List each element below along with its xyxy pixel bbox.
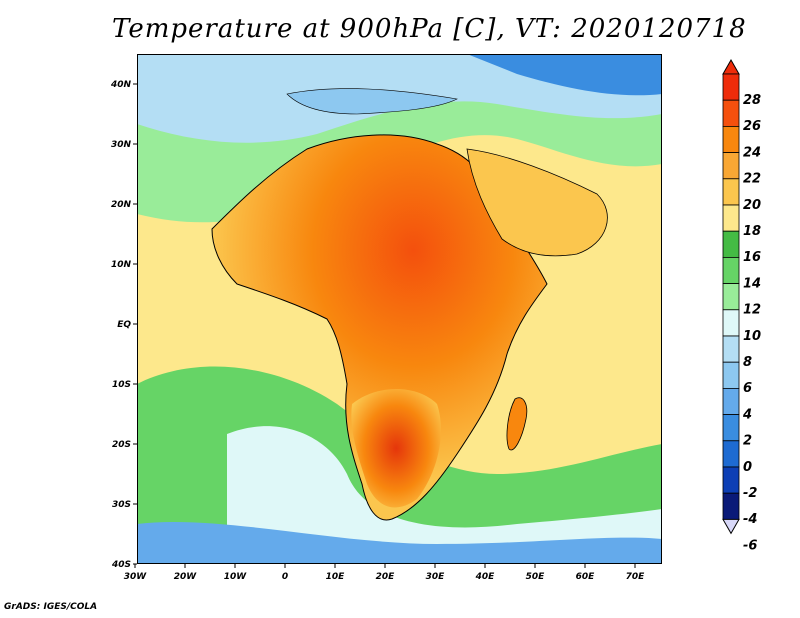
colorbar-swatch <box>722 492 740 520</box>
cold-band-south <box>227 426 662 564</box>
lat-tick-label: 20N <box>111 200 132 210</box>
colorbar-label: 28 <box>743 93 761 108</box>
colorbar-label: 2 <box>743 434 752 449</box>
colorbar-label: 8 <box>743 355 752 370</box>
lat-tick-label: 20S <box>112 440 131 450</box>
lat-tick-label: EQ <box>117 320 131 330</box>
arabian-peninsula <box>466 148 608 257</box>
colorbar-bottom-arrow <box>722 518 740 535</box>
madagascar <box>506 397 528 451</box>
lon-tick-label: 20E <box>376 572 396 582</box>
colorbar-label: -2 <box>743 486 757 501</box>
lat-tick-label: 30N <box>111 140 132 150</box>
lon-tick-label: 10W <box>224 572 248 582</box>
lat-tick-label: 10N <box>111 260 132 270</box>
colorbar-swatch <box>722 466 740 494</box>
footer-credit: GrADS: IGES/COLA <box>4 602 98 612</box>
coldest-band-south <box>137 521 662 564</box>
colorbar-label: 26 <box>743 119 761 134</box>
lon-tick-label: 0 <box>282 572 288 582</box>
lat-tick-label: 40N <box>110 80 132 90</box>
colorbar-label: -6 <box>743 538 757 553</box>
colorbar-swatch <box>722 99 740 127</box>
map-title: Temperature at 900hPa [C], VT: 202012071… <box>112 14 747 44</box>
colorbar-swatch <box>722 440 740 468</box>
colorbar-label: -4 <box>743 512 757 527</box>
lon-tick-label: 40E <box>475 572 496 582</box>
lon-tick-label: 20W <box>174 572 198 582</box>
lon-tick-label: 30E <box>426 572 446 582</box>
colorbar-label: 22 <box>743 172 761 187</box>
lon-tick-label: 50E <box>526 572 546 582</box>
lon-tick-label: 70E <box>626 572 646 582</box>
colorbar-swatch <box>722 204 740 232</box>
colorbar-label: 20 <box>743 198 761 213</box>
temperature-map <box>137 54 662 564</box>
colorbar-swatch <box>722 230 740 258</box>
lon-tick-label: 10E <box>326 572 346 582</box>
colorbar-label: 24 <box>743 145 761 160</box>
colorbar-swatch <box>722 309 740 337</box>
colorbar-swatch <box>722 361 740 389</box>
colorbar-label: 16 <box>743 250 761 265</box>
lat-tick-label: 10S <box>112 380 131 390</box>
colorbar-swatch <box>722 152 740 180</box>
colorbar-label: 14 <box>743 276 761 291</box>
colorbar-swatch <box>722 414 740 442</box>
colorbar-label: 12 <box>743 303 761 318</box>
lat-tick-label: 30S <box>112 500 131 510</box>
colorbar-label: 6 <box>743 381 752 396</box>
colorbar-swatch <box>722 73 740 101</box>
colorbar-top-arrow <box>722 58 740 75</box>
colorbar-label: 10 <box>743 329 761 344</box>
colorbar-swatch <box>722 335 740 363</box>
southern-africa-hotspot <box>351 389 441 508</box>
africa-landmass <box>211 134 548 521</box>
colorbar-swatch <box>722 256 740 284</box>
colorbar-swatch <box>722 387 740 415</box>
colorbar-label: 18 <box>743 224 761 239</box>
lon-tick-label: 60E <box>576 572 596 582</box>
colorbar-swatch <box>722 283 740 311</box>
colorbar-swatch <box>722 178 740 206</box>
map-frame <box>137 54 662 564</box>
colorbar-label: 0 <box>743 460 752 475</box>
colorbar-label: 4 <box>742 407 752 422</box>
mediterranean-sea <box>286 88 458 115</box>
lat-tick-label: 40S <box>111 560 131 570</box>
colorbar-swatch <box>722 126 740 154</box>
coldest-band-north <box>467 54 662 96</box>
lon-tick-label: 30W <box>124 572 148 582</box>
